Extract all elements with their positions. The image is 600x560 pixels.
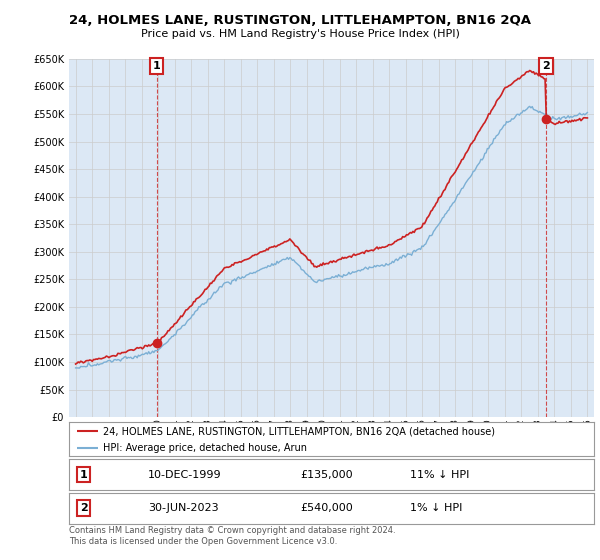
- Text: 2: 2: [542, 61, 550, 71]
- Text: 24, HOLMES LANE, RUSTINGTON, LITTLEHAMPTON, BN16 2QA (detached house): 24, HOLMES LANE, RUSTINGTON, LITTLEHAMPT…: [103, 426, 495, 436]
- Text: 10-DEC-1999: 10-DEC-1999: [148, 470, 221, 479]
- Text: HPI: Average price, detached house, Arun: HPI: Average price, detached house, Arun: [103, 443, 307, 452]
- Text: 2: 2: [80, 503, 88, 513]
- Text: 1: 1: [80, 470, 88, 479]
- Text: Contains HM Land Registry data © Crown copyright and database right 2024.
This d: Contains HM Land Registry data © Crown c…: [69, 526, 395, 546]
- Text: Price paid vs. HM Land Registry's House Price Index (HPI): Price paid vs. HM Land Registry's House …: [140, 29, 460, 39]
- Text: 1% ↓ HPI: 1% ↓ HPI: [410, 503, 463, 513]
- Text: 24, HOLMES LANE, RUSTINGTON, LITTLEHAMPTON, BN16 2QA: 24, HOLMES LANE, RUSTINGTON, LITTLEHAMPT…: [69, 14, 531, 27]
- Text: £135,000: £135,000: [300, 470, 353, 479]
- Text: 1: 1: [153, 61, 161, 71]
- Text: £540,000: £540,000: [300, 503, 353, 513]
- Text: 11% ↓ HPI: 11% ↓ HPI: [410, 470, 470, 479]
- Text: 30-JUN-2023: 30-JUN-2023: [148, 503, 218, 513]
